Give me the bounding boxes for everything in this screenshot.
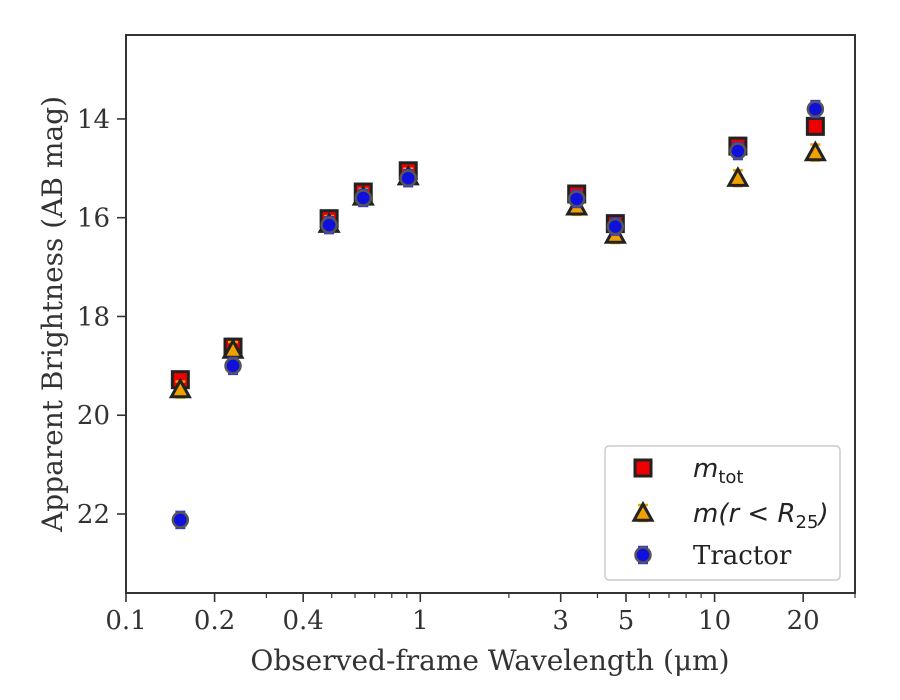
square-point	[805, 116, 825, 136]
series-2	[171, 99, 825, 530]
legend-square-icon	[633, 458, 653, 478]
x-tick-label: 0.1	[105, 606, 146, 636]
x-tick-label: 20	[787, 606, 820, 636]
triangle-point	[168, 377, 192, 399]
circle-point	[606, 217, 625, 236]
y-tick-label: 22	[77, 500, 110, 530]
circle-point	[567, 190, 586, 208]
y-tick-label: 14	[77, 105, 110, 135]
circle-point	[224, 357, 242, 375]
x-tick-label: 10	[698, 606, 731, 636]
legend-label-rest: )	[816, 499, 828, 529]
legend-triangle-icon	[631, 500, 655, 522]
legend-label-subscript: 25	[796, 512, 819, 533]
circle-point	[354, 189, 373, 207]
y-axis-label: Apparent Brightness (AB mag)	[36, 96, 69, 533]
legend-label-main: m	[693, 454, 718, 484]
legend-label: mtot	[693, 454, 743, 488]
x-tick-label: 3	[552, 606, 569, 636]
y-tick-label: 18	[77, 302, 110, 332]
legend-box	[604, 445, 841, 581]
legend-label-subscript: tot	[718, 467, 743, 488]
x-tick-label: 0.2	[194, 606, 235, 636]
y-axis-ticks: 14 16 18 20 22	[77, 105, 126, 530]
triangle-point	[726, 166, 750, 187]
triangle-point	[803, 140, 827, 162]
x-tick-label: 0.4	[283, 606, 324, 636]
legend-label: Tractor	[693, 541, 792, 571]
legend-label: m(r < R25)	[693, 499, 829, 533]
legend-label-main: m(r < R	[693, 499, 796, 529]
data-points	[168, 99, 827, 530]
circle-point	[399, 169, 417, 187]
circle-point	[171, 511, 190, 529]
y-tick-label: 16	[77, 204, 110, 234]
legend: mtot m(r < R25) Tractor	[604, 445, 841, 581]
x-tick-label: 1	[412, 606, 429, 636]
plot-frame	[125, 34, 856, 594]
circle-point	[729, 142, 747, 160]
x-axis-label: Observed-frame Wavelength (μm)	[250, 644, 729, 677]
legend-circle-icon	[634, 546, 652, 564]
x-tick-label: 5	[618, 606, 635, 636]
y-tick-label: 20	[77, 401, 110, 431]
x-axis-ticks: 0.1 0.2 0.4 1 3 5 10 20	[105, 593, 856, 636]
circle-point	[320, 216, 338, 234]
circle-point	[806, 100, 825, 118]
